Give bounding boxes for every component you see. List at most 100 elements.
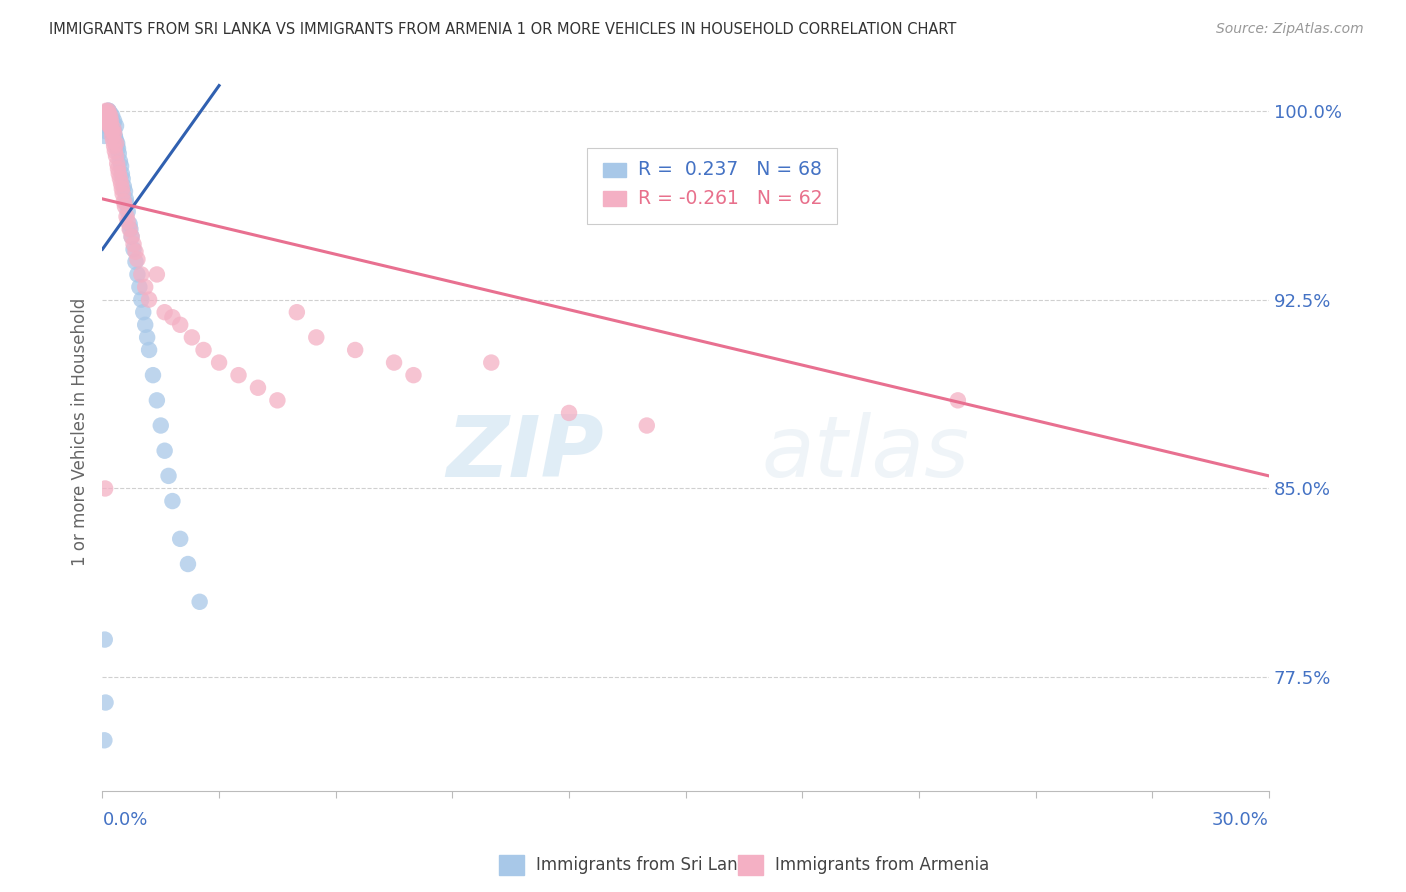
Point <box>153 443 176 458</box>
Point <box>100 121 122 136</box>
Point <box>103 121 125 136</box>
Point <box>103 113 125 128</box>
Point <box>103 124 125 138</box>
Point <box>94 696 117 710</box>
Text: ZIP: ZIP <box>446 412 605 495</box>
Point <box>162 494 184 508</box>
Point <box>112 179 135 194</box>
Point <box>98 109 121 123</box>
Point <box>118 217 141 231</box>
Point <box>122 242 145 256</box>
Point <box>131 293 153 307</box>
Point <box>112 194 135 209</box>
Point <box>105 136 128 151</box>
Text: Immigrants from Sri Lanka: Immigrants from Sri Lanka <box>536 856 756 874</box>
Point <box>94 124 117 138</box>
Point <box>402 368 425 383</box>
Text: R =  0.237   N = 68: R = 0.237 N = 68 <box>638 161 821 179</box>
Point <box>114 192 136 206</box>
Point <box>121 229 143 244</box>
Point <box>96 116 118 130</box>
Point <box>138 343 160 357</box>
Point <box>93 733 115 747</box>
Point <box>98 116 121 130</box>
Point <box>115 197 138 211</box>
Point <box>97 106 120 120</box>
Point <box>117 214 139 228</box>
Point <box>128 280 150 294</box>
Point <box>96 109 118 123</box>
Point <box>108 171 131 186</box>
Point <box>98 119 121 133</box>
Bar <box>603 192 626 206</box>
Point <box>104 144 127 158</box>
Point <box>134 280 156 294</box>
Point <box>120 222 142 236</box>
Point <box>105 149 128 163</box>
Point <box>100 121 122 136</box>
Point <box>103 139 125 153</box>
Point <box>142 368 165 383</box>
Point <box>134 318 156 332</box>
Point <box>105 139 128 153</box>
Point <box>98 116 121 130</box>
Point <box>111 186 134 201</box>
Point <box>114 185 136 199</box>
Point <box>104 131 127 145</box>
Point <box>127 268 149 282</box>
Point <box>246 381 269 395</box>
Point <box>344 343 367 357</box>
Text: R = -0.261   N = 62: R = -0.261 N = 62 <box>638 189 823 208</box>
Text: IMMIGRANTS FROM SRI LANKA VS IMMIGRANTS FROM ARMENIA 1 OR MORE VEHICLES IN HOUSE: IMMIGRANTS FROM SRI LANKA VS IMMIGRANTS … <box>49 22 956 37</box>
Point <box>96 113 118 128</box>
Text: Source: ZipAtlas.com: Source: ZipAtlas.com <box>1216 22 1364 37</box>
Point <box>169 318 191 332</box>
Text: Immigrants from Armenia: Immigrants from Armenia <box>775 856 988 874</box>
Point <box>98 119 121 133</box>
Point <box>115 210 138 224</box>
Point <box>105 134 128 148</box>
Point <box>93 128 115 143</box>
Point <box>103 127 125 141</box>
Point <box>101 109 124 123</box>
Point <box>162 310 184 325</box>
Point <box>127 252 149 267</box>
Point <box>101 124 124 138</box>
Point <box>94 112 117 126</box>
Point <box>98 116 121 130</box>
Point <box>188 595 211 609</box>
Point <box>104 128 127 143</box>
Point <box>124 244 146 259</box>
Point <box>111 182 134 196</box>
Point <box>208 355 231 369</box>
Point <box>97 113 120 128</box>
Point <box>97 103 120 118</box>
Text: 0.0%: 0.0% <box>103 811 148 829</box>
Point <box>193 343 215 357</box>
Point <box>131 268 153 282</box>
Point <box>177 557 200 571</box>
Point <box>100 113 122 128</box>
Text: atlas: atlas <box>762 412 970 495</box>
Point <box>110 177 132 191</box>
Point <box>101 127 124 141</box>
Y-axis label: 1 or more Vehicles in Household: 1 or more Vehicles in Household <box>72 298 89 566</box>
FancyBboxPatch shape <box>586 148 838 224</box>
Point <box>96 112 118 126</box>
Point <box>96 116 118 130</box>
Point <box>105 156 128 170</box>
Point <box>101 128 124 143</box>
Point <box>98 106 121 120</box>
Point <box>946 393 969 408</box>
Point <box>108 154 131 169</box>
Point <box>103 134 125 148</box>
Point <box>118 222 141 236</box>
Point <box>114 199 136 213</box>
Point <box>111 167 134 181</box>
Point <box>136 330 159 344</box>
Point <box>94 119 117 133</box>
Point <box>97 103 120 118</box>
Point <box>266 393 288 408</box>
Point <box>94 482 117 496</box>
Point <box>228 368 250 383</box>
